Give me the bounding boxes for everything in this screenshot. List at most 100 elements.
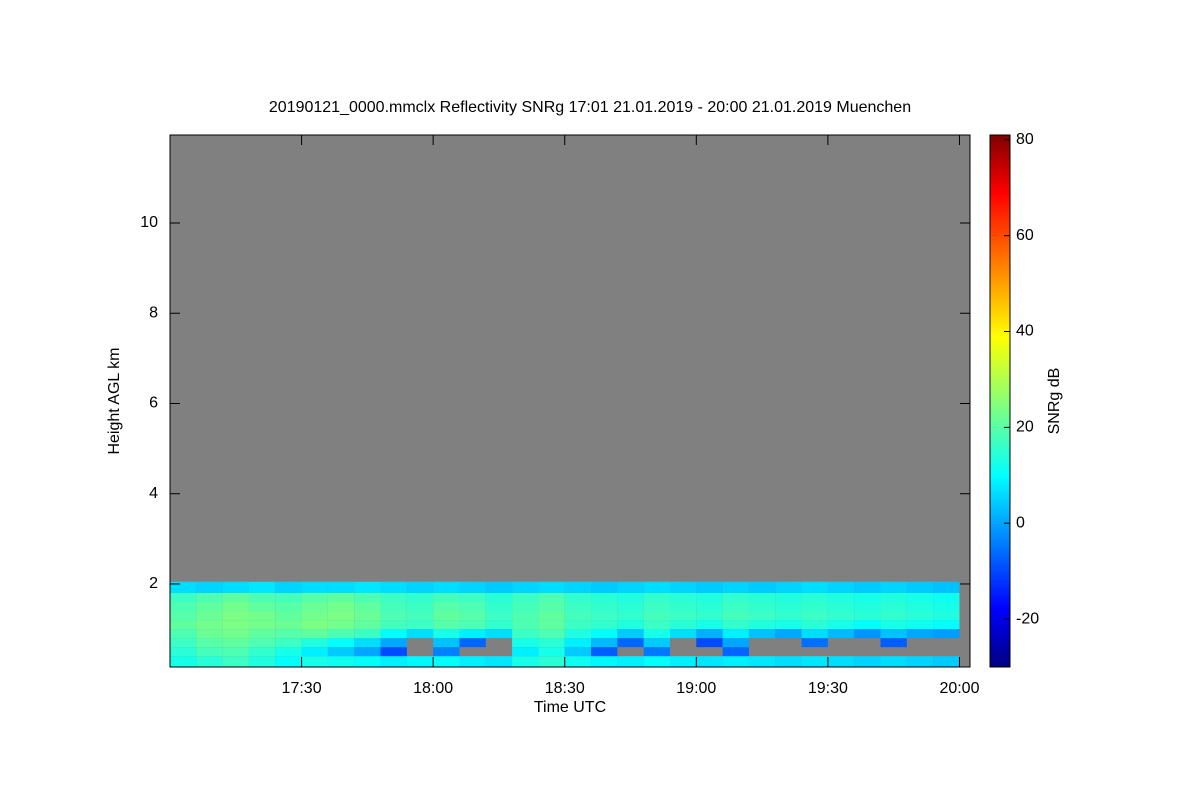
heat-cell bbox=[275, 592, 302, 603]
heat-cell bbox=[459, 638, 486, 648]
heat-cell bbox=[301, 629, 328, 639]
heat-cell bbox=[643, 581, 670, 593]
heat-cell bbox=[170, 611, 197, 621]
heat-cell bbox=[512, 592, 539, 603]
heat-cell bbox=[564, 629, 592, 639]
heat-cell bbox=[933, 656, 960, 667]
plot-frame bbox=[169, 134, 971, 668]
heat-cell bbox=[275, 611, 302, 621]
heat-cell bbox=[538, 629, 565, 639]
heat-cell bbox=[170, 581, 197, 593]
heat-cell bbox=[170, 602, 197, 612]
heat-cell bbox=[380, 611, 407, 621]
heat-cell bbox=[827, 629, 855, 639]
heat-cell bbox=[591, 581, 618, 593]
heat-cell bbox=[696, 656, 723, 667]
heat-cell bbox=[933, 611, 960, 621]
heat-cell bbox=[248, 620, 276, 630]
heat-cell bbox=[880, 581, 907, 593]
heat-cell bbox=[485, 620, 513, 630]
heat-cell bbox=[854, 602, 881, 612]
heat-cell bbox=[196, 581, 223, 593]
heat-cell bbox=[222, 602, 249, 612]
heat-cell bbox=[564, 647, 592, 657]
heat-cell bbox=[880, 602, 907, 612]
heat-cell bbox=[433, 638, 460, 648]
heat-cell bbox=[170, 629, 197, 639]
heat-cell bbox=[854, 611, 881, 621]
heat-cell bbox=[538, 638, 565, 648]
heat-cell bbox=[722, 602, 749, 612]
heat-cell bbox=[170, 638, 197, 648]
heat-cell bbox=[196, 629, 223, 639]
heat-cell bbox=[222, 620, 249, 630]
heat-cell bbox=[433, 592, 460, 603]
heat-cell bbox=[617, 656, 644, 667]
heat-cell bbox=[222, 629, 249, 639]
heat-cell bbox=[827, 611, 855, 621]
heat-cell bbox=[248, 638, 276, 648]
heat-cell bbox=[748, 629, 776, 639]
heat-cell bbox=[222, 656, 249, 667]
heat-cell bbox=[459, 602, 486, 612]
heat-cell bbox=[880, 592, 907, 603]
heat-cell bbox=[406, 620, 434, 630]
heat-cell bbox=[748, 592, 776, 603]
heat-cell bbox=[222, 647, 249, 657]
heat-cell bbox=[301, 620, 328, 630]
heat-cell bbox=[564, 638, 592, 648]
heat-cell bbox=[696, 581, 723, 593]
heat-cell bbox=[512, 638, 539, 648]
heat-cell bbox=[459, 581, 486, 593]
heat-cell bbox=[406, 629, 434, 639]
heat-cell bbox=[354, 602, 381, 612]
heat-cell bbox=[854, 581, 881, 593]
heat-cell bbox=[564, 620, 592, 630]
heat-cell bbox=[538, 611, 565, 621]
heat-cell bbox=[380, 638, 407, 648]
heat-cell bbox=[801, 638, 828, 648]
heat-cell bbox=[196, 647, 223, 657]
heat-cell bbox=[433, 647, 460, 657]
heat-cell bbox=[327, 611, 355, 621]
heat-cell bbox=[248, 629, 276, 639]
heat-cell bbox=[459, 592, 486, 603]
heat-cell bbox=[617, 620, 644, 630]
colorbar-tick-label: -20 bbox=[1016, 610, 1039, 627]
heat-cell bbox=[617, 638, 644, 648]
x-tick-label: 20:00 bbox=[939, 680, 979, 697]
heat-cell bbox=[301, 592, 328, 603]
heat-cell bbox=[459, 611, 486, 621]
heat-cell bbox=[433, 629, 460, 639]
heat-cell bbox=[722, 656, 749, 667]
heat-cell bbox=[670, 629, 697, 639]
heat-cell bbox=[301, 638, 328, 648]
heat-cell bbox=[433, 656, 460, 667]
heat-cell bbox=[327, 638, 355, 648]
chart-title: 20190121_0000.mmclx Reflectivity SNRg 17… bbox=[269, 99, 911, 116]
heat-cell bbox=[275, 629, 302, 639]
heat-cell bbox=[564, 611, 592, 621]
heat-cell bbox=[170, 620, 197, 630]
heat-cell bbox=[564, 656, 592, 667]
heat-cell bbox=[512, 656, 539, 667]
heat-cell bbox=[670, 602, 697, 612]
x-tick-label: 17:30 bbox=[282, 680, 322, 697]
heat-cell bbox=[433, 602, 460, 612]
heat-cell bbox=[301, 656, 328, 667]
heat-cell bbox=[670, 581, 697, 593]
heat-cell bbox=[722, 638, 749, 648]
y-tick-label: 10 bbox=[140, 214, 158, 231]
heat-cell bbox=[275, 656, 302, 667]
heat-cell bbox=[406, 592, 434, 603]
heat-cell bbox=[643, 647, 670, 657]
colorbar-tick-label: 60 bbox=[1016, 227, 1034, 244]
heat-cell bbox=[696, 611, 723, 621]
heat-cell bbox=[696, 620, 723, 630]
heat-cell bbox=[327, 620, 355, 630]
heat-cell bbox=[248, 656, 276, 667]
colorbar-tick-label: 20 bbox=[1016, 419, 1034, 436]
heat-cell bbox=[248, 581, 276, 593]
heat-cell bbox=[380, 592, 407, 603]
